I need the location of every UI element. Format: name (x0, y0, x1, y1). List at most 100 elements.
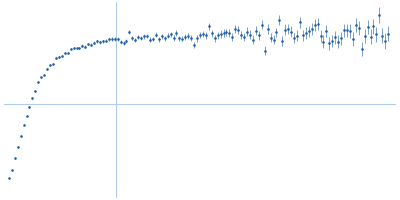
Point (182, 35, 188, 38)
Point (288, 30, 294, 33)
Point (20, 123, 27, 126)
Point (147, 38, 153, 41)
Point (70, 47, 77, 50)
Point (214, 34, 221, 37)
Point (238, 33, 244, 37)
Point (118, 40, 124, 43)
Point (312, 23, 318, 26)
Point (88, 43, 94, 46)
Point (329, 40, 336, 43)
Point (64, 51, 71, 54)
Point (317, 34, 324, 38)
Point (367, 35, 374, 38)
Point (244, 30, 250, 33)
Point (364, 25, 371, 28)
Point (29, 96, 36, 99)
Point (41, 73, 47, 76)
Point (338, 37, 344, 40)
Point (270, 38, 277, 41)
Point (220, 31, 227, 34)
Point (141, 35, 147, 38)
Point (126, 31, 133, 34)
Point (59, 54, 65, 58)
Point (26, 105, 33, 108)
Point (100, 40, 106, 43)
Point (44, 67, 50, 71)
Point (108, 37, 115, 41)
Point (241, 35, 247, 39)
Point (208, 32, 215, 35)
Point (235, 29, 242, 32)
Point (347, 29, 353, 33)
Point (300, 34, 306, 37)
Point (176, 37, 183, 40)
Point (32, 89, 38, 92)
Point (247, 33, 253, 36)
Point (82, 45, 88, 48)
Point (153, 33, 159, 36)
Point (12, 157, 18, 160)
Point (188, 37, 194, 40)
Point (197, 33, 203, 36)
Point (23, 114, 30, 117)
Point (379, 34, 386, 37)
Point (91, 41, 97, 44)
Point (168, 33, 174, 36)
Point (267, 36, 274, 39)
Point (194, 37, 200, 40)
Point (68, 47, 74, 51)
Point (253, 29, 259, 32)
Point (114, 37, 121, 41)
Point (262, 49, 268, 52)
Point (38, 76, 44, 79)
Point (250, 38, 256, 41)
Point (62, 52, 68, 55)
Point (6, 177, 12, 180)
Point (76, 46, 83, 49)
Point (362, 35, 368, 38)
Point (97, 41, 103, 44)
Point (47, 63, 53, 66)
Point (103, 39, 109, 42)
Point (370, 25, 377, 28)
Point (191, 44, 197, 47)
Point (341, 29, 347, 32)
Point (353, 24, 359, 27)
Point (79, 44, 86, 47)
Point (150, 38, 156, 41)
Point (170, 37, 177, 40)
Point (279, 39, 286, 42)
Point (185, 34, 192, 37)
Point (135, 35, 142, 39)
Point (156, 38, 162, 41)
Point (223, 31, 230, 34)
Point (232, 28, 238, 31)
Point (373, 32, 380, 36)
Point (9, 168, 15, 172)
Point (285, 27, 292, 30)
Point (53, 57, 59, 60)
Point (14, 145, 21, 149)
Point (256, 34, 262, 37)
Point (203, 34, 209, 37)
Point (85, 43, 92, 46)
Point (217, 32, 224, 36)
Point (308, 28, 315, 31)
Point (382, 39, 388, 42)
Point (297, 21, 303, 24)
Point (56, 56, 62, 59)
Point (306, 30, 312, 33)
Point (258, 23, 265, 26)
Point (385, 32, 391, 35)
Point (294, 34, 300, 37)
Point (226, 32, 233, 35)
Point (18, 134, 24, 138)
Point (132, 38, 138, 41)
Point (162, 37, 168, 40)
Point (35, 81, 42, 84)
Point (344, 29, 350, 32)
Point (282, 28, 288, 31)
Point (376, 13, 382, 17)
Point (106, 38, 112, 41)
Point (164, 34, 171, 37)
